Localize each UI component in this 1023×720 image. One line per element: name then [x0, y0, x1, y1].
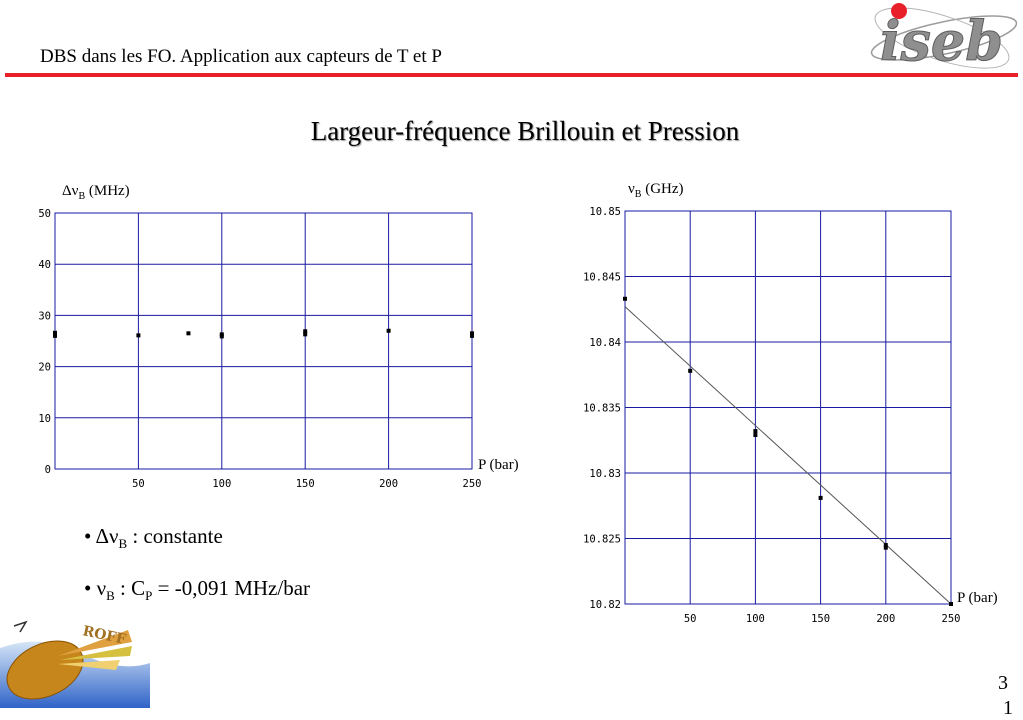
y-tick-label: 10.845 — [583, 272, 621, 284]
bullet-linewidth: • ΔνB : constante — [84, 524, 223, 552]
data-point — [753, 433, 758, 438]
bullet-frequency: • νB : CP = -0,091 MHz/bar — [84, 576, 311, 604]
plot-frame — [54, 212, 473, 470]
y-tick-label: 10.835 — [583, 403, 621, 415]
y-tick-label: 10.84 — [589, 337, 621, 349]
corner-logo-image: ROFF — [0, 620, 150, 708]
x-tick-label: 200 — [876, 613, 895, 625]
data-point — [303, 329, 308, 334]
x-tick-label: 50 — [684, 613, 697, 625]
data-point — [753, 429, 758, 434]
header-rule — [5, 73, 1018, 77]
y-tick-label: 30 — [38, 310, 51, 322]
data-point — [949, 602, 953, 606]
y-tick-label: 10.83 — [589, 468, 621, 480]
data-point — [883, 545, 888, 550]
x-tick-label: 50 — [132, 478, 145, 490]
chart1-ylabel: ΔνB (MHz) — [62, 183, 130, 202]
data-point — [688, 368, 693, 373]
data-point — [303, 332, 308, 337]
x-axis-label: P (bar) — [478, 457, 519, 473]
iseb-logo: iseb — [870, 3, 1018, 74]
data-point — [470, 333, 474, 338]
data-point — [883, 543, 888, 548]
bullet-list: • ΔνB : constante • νB : CP = -0,091 MHz… — [84, 514, 310, 618]
data-point — [219, 332, 224, 337]
x-axis-label: P (bar) — [957, 590, 998, 606]
data-point — [136, 333, 141, 338]
data-point — [818, 495, 823, 500]
y-tick-label: 10 — [38, 413, 51, 425]
data-point — [386, 328, 391, 333]
x-tick-label: 250 — [942, 613, 961, 625]
y-tick-label: 20 — [38, 362, 51, 374]
chart-frequency-vs-pressure: 50 100 150 200 250 10.82 10.825 10.83 10.835 10.8… — [583, 206, 998, 625]
y-tick-label: 50 — [38, 208, 51, 220]
x-tick-label: 150 — [296, 478, 315, 490]
y-tick-label: 10.82 — [589, 599, 621, 611]
data-point — [53, 333, 57, 338]
svg-text:iseb: iseb — [880, 9, 1003, 73]
data-point — [53, 330, 57, 335]
page-number: 3 — [998, 672, 1008, 694]
x-tick-label: 200 — [379, 478, 398, 490]
y-tick-label: 10.825 — [583, 534, 621, 546]
page-number-overflow: 1 — [1003, 697, 1013, 719]
y-tick-label: 0 — [45, 464, 51, 476]
chart-linewidth-vs-pressure: 50 100 150 200 250 0 10 20 30 40 50 P (bar) — [38, 208, 518, 490]
header-title: DBS dans les FO. Application aux capteur… — [40, 46, 442, 67]
slide-title: Largeur-fréquence Brillouin et Pression — [310, 116, 740, 146]
fit-line — [624, 306, 952, 605]
data-point — [219, 334, 224, 339]
chart2-ylabel: νB (GHz) — [628, 181, 684, 200]
x-tick-label: 150 — [811, 613, 830, 625]
y-tick-label: 10.85 — [589, 206, 621, 218]
x-tick-label: 100 — [746, 613, 765, 625]
data-point — [470, 331, 474, 336]
data-point — [623, 296, 627, 301]
x-tick-label: 250 — [463, 478, 482, 490]
y-tick-label: 40 — [38, 259, 51, 271]
data-point — [186, 331, 191, 336]
x-tick-label: 100 — [212, 478, 231, 490]
